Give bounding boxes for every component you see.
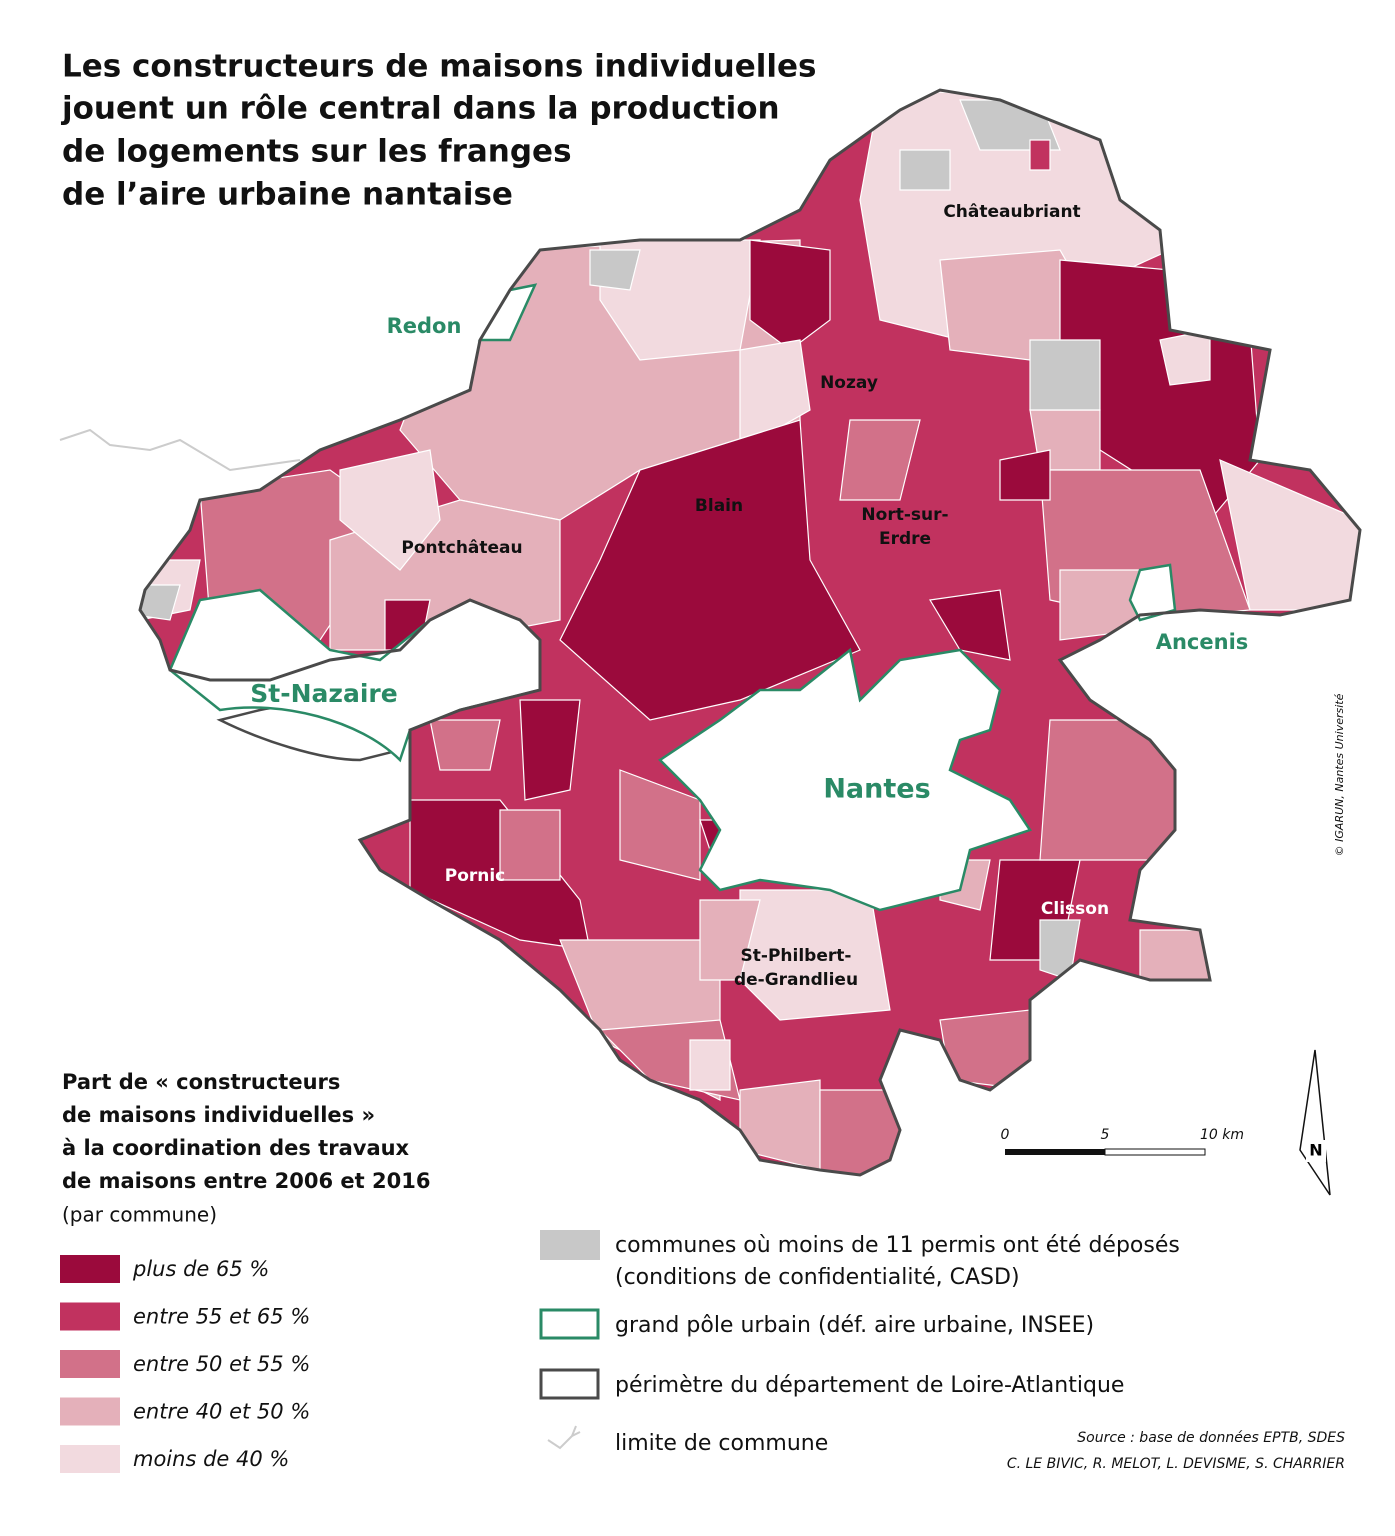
commune-area: [899, 149, 951, 191]
commune-area: [819, 1089, 901, 1175]
commune-area: [1039, 919, 1081, 981]
legend-label: plus de 65 %: [132, 1257, 269, 1281]
commune-area: [939, 1009, 1031, 1091]
commune-area: [699, 899, 761, 981]
commune-area: [929, 589, 1011, 661]
legend-title: Part de « constructeurs: [62, 1070, 340, 1094]
source: Source : base de données EPTB, SDES: [1077, 1430, 1345, 1446]
commune-area: [739, 1079, 821, 1171]
commune-area: [499, 809, 561, 881]
commune-area: [839, 419, 921, 501]
title-line: de l’aire urbaine nantaise: [62, 177, 513, 213]
legend-swatch: [60, 1255, 120, 1283]
source: C. LE BIVIC, R. MELOT, L. DEVISME, S. CH…: [1007, 1456, 1345, 1472]
urban-label: Ancenis: [1156, 630, 1249, 654]
legend-swatch: [539, 1368, 600, 1400]
legend-swatch: [60, 1302, 120, 1331]
commune-area: [689, 1039, 731, 1091]
place-label: Pornic: [445, 866, 506, 886]
commune-area: [1029, 339, 1101, 411]
urban-label: St-Nazaire: [250, 679, 397, 708]
legend-label: périmètre du département de Loire-Atlant…: [615, 1373, 1124, 1398]
place-label: Pontchâteau: [401, 538, 522, 558]
place-label: Châteaubriant: [943, 202, 1080, 222]
commune-area: [999, 449, 1051, 501]
legend-swatch: [539, 1308, 600, 1340]
scale-label: 0: [1001, 1127, 1010, 1143]
commune-area: [589, 249, 641, 291]
legend-label: entre 40 et 50 %: [133, 1400, 310, 1424]
place-label: Nozay: [820, 373, 878, 393]
place-label: St-Philbert-: [741, 946, 852, 966]
river: [59, 428, 301, 472]
urban-label: Redon: [387, 314, 462, 338]
commune-area: [1039, 719, 1181, 861]
commune-area: [429, 719, 501, 771]
commune-area: [339, 449, 441, 571]
north-label: N: [1309, 1141, 1322, 1160]
scale-label: 5: [1101, 1127, 1110, 1143]
legend-label: entre 50 et 55 %: [133, 1352, 310, 1376]
scale-bar: [1104, 1148, 1206, 1156]
legend-classes: plus de 65 % entre 55 et 65 % entre 50 et …: [60, 1255, 310, 1473]
department-outline: [138, 88, 1362, 1177]
legend-swatch: [547, 1425, 581, 1450]
north-bg: [1306, 1140, 1326, 1162]
credit: © IGARUN, Nantes Université: [1333, 693, 1346, 856]
place-label: Clisson: [1041, 899, 1109, 919]
urban-label: Nantes: [823, 774, 930, 805]
north-arrow: [1299, 1049, 1331, 1196]
legend-swatch: [540, 1230, 600, 1260]
legend-label: limite de commune: [615, 1431, 828, 1456]
commune-area: [739, 339, 811, 452]
place-label: Erdre: [879, 529, 931, 549]
legend-swatch: [60, 1350, 120, 1378]
legend-swatch: [60, 1397, 120, 1426]
legend-label: communes où moins de 11 permis ont été d…: [615, 1233, 1180, 1258]
legend-title: à la coordination des travaux: [62, 1136, 410, 1160]
legend-label: moins de 40 %: [133, 1447, 289, 1471]
commune-area: [619, 769, 701, 881]
place-label: Nort-sur-: [861, 505, 948, 525]
legend-label: entre 55 et 65 %: [133, 1305, 310, 1329]
urban-pole: [658, 647, 1032, 912]
place-label: Blain: [695, 496, 743, 516]
legend-subtitle: (par commune): [62, 1203, 217, 1227]
legend-label: grand pôle urbain (déf. aire urbaine, IN…: [615, 1313, 1094, 1338]
legend-label: (conditions de confidentialité, CASD): [615, 1265, 1020, 1290]
commune-area: [1029, 139, 1051, 171]
commune-area: [749, 239, 831, 351]
legend-title: de maisons individuelles »: [62, 1103, 375, 1127]
scale-bar: [1005, 1149, 1105, 1155]
scale-label: 10 km: [1200, 1127, 1244, 1143]
legend-title: de maisons entre 2006 et 2016: [62, 1169, 430, 1193]
commune-area: [519, 699, 581, 801]
title-line: de logements sur les franges: [62, 134, 572, 170]
place-label: de-Grandlieu: [734, 970, 858, 990]
title-line: jouent un rôle central dans la productio…: [60, 91, 780, 127]
title-line: Les constructeurs de maisons individuell…: [62, 49, 817, 85]
legend-others: communes où moins de 11 permis ont été d…: [539, 1230, 1180, 1456]
commune-area: [559, 419, 861, 721]
legend-swatch: [60, 1445, 120, 1473]
